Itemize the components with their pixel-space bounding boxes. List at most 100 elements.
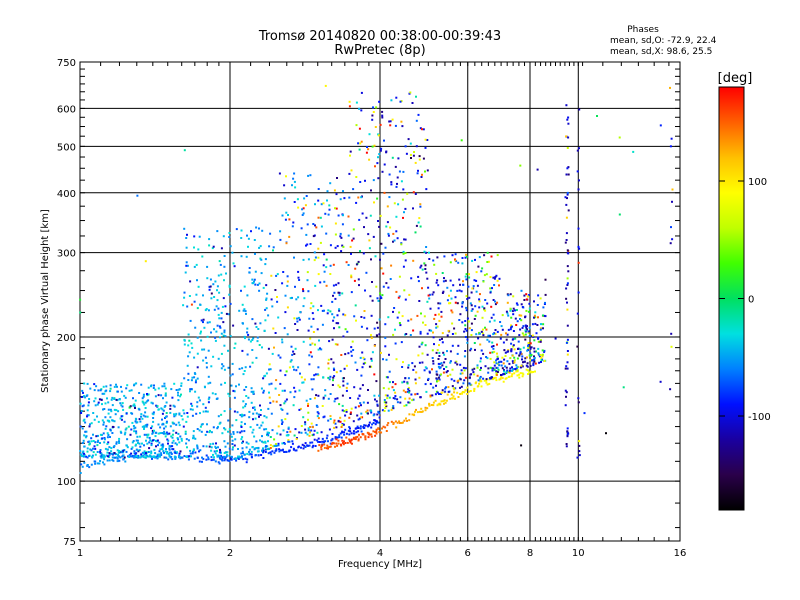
scatter-point	[147, 455, 150, 458]
scatter-point	[316, 328, 319, 331]
scatter-point	[489, 287, 492, 290]
scatter-point	[212, 442, 215, 445]
scatter-point	[516, 366, 519, 369]
scatter-point	[468, 390, 471, 393]
scatter-point	[139, 445, 142, 448]
scatter-point	[216, 455, 219, 458]
scatter-point	[531, 323, 534, 326]
scatter-point	[231, 362, 234, 365]
scatter-point	[368, 365, 371, 368]
scatter-point	[363, 226, 365, 229]
scatter-point	[483, 379, 486, 382]
scatter-point	[180, 393, 182, 396]
scatter-point	[354, 436, 357, 439]
scatter-point	[373, 327, 376, 330]
scatter-point	[387, 286, 390, 289]
scatter-point	[327, 446, 330, 449]
scatter-point	[226, 459, 229, 462]
scatter-point	[520, 289, 523, 292]
scatter-point	[495, 359, 497, 362]
scatter-point	[153, 455, 155, 458]
scatter-point	[465, 295, 468, 298]
scatter-point	[274, 387, 277, 390]
scatter-point	[438, 355, 441, 357]
scatter-point	[392, 423, 395, 425]
scatter-point	[304, 421, 307, 424]
scatter-point	[468, 276, 471, 279]
scatter-point	[272, 327, 275, 330]
scatter-point	[353, 315, 356, 318]
scatter-point	[311, 441, 314, 444]
scatter-point	[279, 238, 282, 241]
scatter-point	[411, 362, 414, 365]
scatter-point	[357, 427, 360, 429]
scatter-point	[375, 106, 378, 109]
scatter-point	[146, 442, 149, 445]
scatter-point	[248, 448, 251, 451]
scatter-point	[450, 297, 453, 300]
scatter-point	[265, 284, 268, 287]
scatter-point	[510, 375, 513, 378]
scatter-point	[480, 380, 483, 383]
scatter-point	[486, 251, 489, 254]
scatter-point	[475, 290, 478, 293]
scatter-point	[90, 449, 93, 452]
scatter-point	[500, 376, 503, 379]
scatter-point	[446, 350, 448, 353]
scatter-point	[387, 234, 390, 237]
scatter-point	[101, 455, 104, 457]
scatter-point	[141, 454, 144, 457]
scatter-point	[304, 423, 307, 426]
scatter-point	[240, 426, 243, 428]
scatter-point	[95, 385, 98, 388]
scatter-point	[206, 321, 209, 324]
x-tick-labels: 1 2 4 6 8 10 16	[77, 548, 687, 559]
scatter-point	[349, 441, 352, 444]
scatter-point	[478, 332, 481, 335]
scatter-point	[520, 444, 523, 447]
scatter-point	[398, 295, 401, 298]
scatter-point	[235, 459, 238, 462]
scatter-point	[116, 449, 119, 452]
scatter-point	[509, 328, 512, 331]
scatter-point	[428, 293, 431, 296]
scatter-point	[130, 428, 133, 431]
scatter-point	[152, 387, 155, 389]
scatter-point	[230, 384, 233, 387]
scatter-point	[497, 357, 499, 360]
scatter-point	[279, 369, 282, 372]
scatter-point	[160, 394, 163, 397]
scatter-point	[381, 294, 384, 297]
scatter-point	[270, 453, 273, 456]
scatter-point	[309, 441, 312, 444]
scatter-point	[329, 182, 332, 185]
scatter-point	[365, 410, 368, 413]
scatter-point	[487, 367, 490, 370]
scatter-point	[303, 297, 306, 300]
scatter-point	[339, 370, 342, 373]
scatter-point	[371, 114, 374, 117]
scatter-point	[239, 414, 242, 416]
scatter-point	[220, 352, 223, 355]
scatter-point	[238, 367, 241, 370]
scatter-point	[186, 305, 189, 308]
scatter-point	[106, 436, 109, 439]
scatter-point	[360, 430, 363, 433]
scatter-point	[81, 465, 84, 468]
scatter-point	[451, 368, 454, 371]
scatter-point	[427, 286, 430, 289]
scatter-point	[161, 418, 163, 421]
scatter-point	[240, 421, 243, 424]
scatter-point	[486, 302, 489, 305]
scatter-point	[367, 412, 369, 415]
scatter-point	[333, 400, 336, 403]
scatter-point	[114, 456, 117, 459]
scatter-point	[372, 414, 375, 417]
scatter-point	[207, 398, 210, 401]
scatter-point	[267, 347, 270, 350]
scatter-point	[159, 448, 162, 451]
scatter-point	[187, 355, 190, 358]
scatter-point	[374, 165, 376, 168]
scatter-point	[341, 430, 344, 433]
scatter-point	[254, 252, 256, 255]
